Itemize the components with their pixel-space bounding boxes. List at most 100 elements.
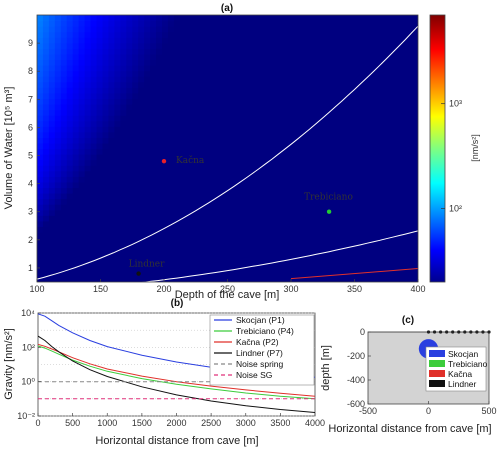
heatmap-cell xyxy=(322,15,330,22)
heatmap-cell xyxy=(126,148,133,155)
heatmap-cell xyxy=(292,15,300,22)
heatmap-cell xyxy=(275,126,282,133)
heatmap-cell xyxy=(42,20,50,27)
heatmap-cell xyxy=(346,148,354,155)
heatmap-cell xyxy=(352,120,360,127)
heatmap-cell xyxy=(376,87,383,94)
heatmap-cell xyxy=(197,120,205,127)
heatmap-cell xyxy=(352,48,360,55)
heatmap-cell xyxy=(162,176,169,183)
heatmap-cell xyxy=(412,37,418,44)
heatmap-cell xyxy=(197,126,205,133)
station-point xyxy=(457,330,461,334)
heatmap-cell xyxy=(215,159,223,166)
heatmap-cell xyxy=(102,165,110,172)
heatmap-cell xyxy=(322,187,330,194)
heatmap-cell xyxy=(364,53,371,61)
heatmap-cell xyxy=(316,165,324,172)
heatmap-cell xyxy=(358,48,366,55)
heatmap-cell xyxy=(245,220,252,227)
heatmap-cell xyxy=(346,15,354,22)
heatmap-cell xyxy=(185,170,193,177)
heatmap-cell xyxy=(376,31,383,38)
heatmap-cell xyxy=(66,42,74,49)
heatmap-cell xyxy=(257,170,264,177)
heatmap-cell xyxy=(257,87,264,94)
heatmap-cell xyxy=(120,15,127,22)
heatmap-cell xyxy=(96,165,104,172)
heatmap-cell xyxy=(209,26,217,33)
heatmap-cell xyxy=(382,265,389,272)
heatmap-cell xyxy=(364,215,371,222)
heatmap-cell xyxy=(96,237,104,244)
heatmap-cell xyxy=(340,20,348,27)
heatmap-cell xyxy=(114,98,121,105)
heatmap-cell xyxy=(394,243,401,250)
heatmap-cell xyxy=(203,53,211,61)
heatmap-cell xyxy=(60,198,68,205)
heatmap-cell xyxy=(227,198,235,205)
heatmap-cell xyxy=(108,243,115,250)
x-tick-label-b: 500 xyxy=(65,418,80,428)
heatmap-cell xyxy=(400,104,407,111)
heatmap-cell xyxy=(310,48,318,55)
heatmap-cell xyxy=(66,104,74,111)
heatmap-cell xyxy=(388,243,395,250)
heatmap-cell xyxy=(388,142,395,150)
heatmap-cell xyxy=(156,126,163,133)
heatmap-cell xyxy=(358,181,366,189)
heatmap-cell xyxy=(281,226,288,233)
heatmap-cell xyxy=(281,120,288,127)
heatmap-cell xyxy=(239,248,246,255)
heatmap-cell xyxy=(132,109,139,116)
heatmap-cell xyxy=(394,137,401,144)
heatmap-cell xyxy=(394,15,401,22)
heatmap-cell xyxy=(328,26,336,33)
heatmap-cell xyxy=(281,270,288,278)
heatmap-cell xyxy=(37,70,44,77)
heatmap-cell xyxy=(185,76,193,83)
heatmap-cell xyxy=(388,187,395,194)
heatmap-cell xyxy=(156,154,163,161)
heatmap-cell xyxy=(102,53,110,61)
heatmap-cell xyxy=(197,76,205,83)
heatmap-cell xyxy=(322,259,330,266)
heatmap-cell xyxy=(245,70,252,77)
heatmap-cell xyxy=(227,15,235,22)
heatmap-cell xyxy=(316,126,324,133)
heatmap-cell xyxy=(352,165,360,172)
heatmap-cell xyxy=(304,237,312,244)
heatmap-cell xyxy=(108,109,115,116)
heatmap-cell xyxy=(78,142,86,150)
heatmap-cell xyxy=(209,98,217,105)
heatmap-cell xyxy=(239,92,246,100)
heatmap-cell xyxy=(114,154,121,161)
heatmap-cell xyxy=(179,254,187,261)
heatmap-cell xyxy=(376,176,383,183)
contour-line xyxy=(141,230,418,282)
heatmap-cell xyxy=(400,220,407,227)
heatmap-cell xyxy=(126,259,133,266)
heatmap-cell xyxy=(340,265,348,272)
heatmap-cell xyxy=(72,187,80,194)
heatmap-cell xyxy=(316,226,324,233)
heatmap-cell xyxy=(209,243,217,250)
heatmap-cell xyxy=(215,154,223,161)
heatmap-cell xyxy=(96,254,104,261)
heatmap-cell xyxy=(406,131,413,138)
heatmap-cell xyxy=(322,98,330,105)
heatmap-cell xyxy=(37,53,44,61)
heatmap-cell xyxy=(48,92,56,100)
heatmap-cell xyxy=(102,98,110,105)
heatmap-cell xyxy=(72,170,80,177)
heatmap-cell xyxy=(328,120,336,127)
heatmap-cell xyxy=(221,259,229,266)
heatmap-cell xyxy=(269,159,276,166)
heatmap-cell xyxy=(281,20,288,27)
heatmap-cell xyxy=(185,131,193,138)
heatmap-cell xyxy=(162,148,169,155)
heatmap-cell xyxy=(358,31,366,38)
heatmap-cell xyxy=(191,226,199,233)
heatmap-cell xyxy=(334,187,342,194)
heatmap-cell xyxy=(42,65,50,72)
